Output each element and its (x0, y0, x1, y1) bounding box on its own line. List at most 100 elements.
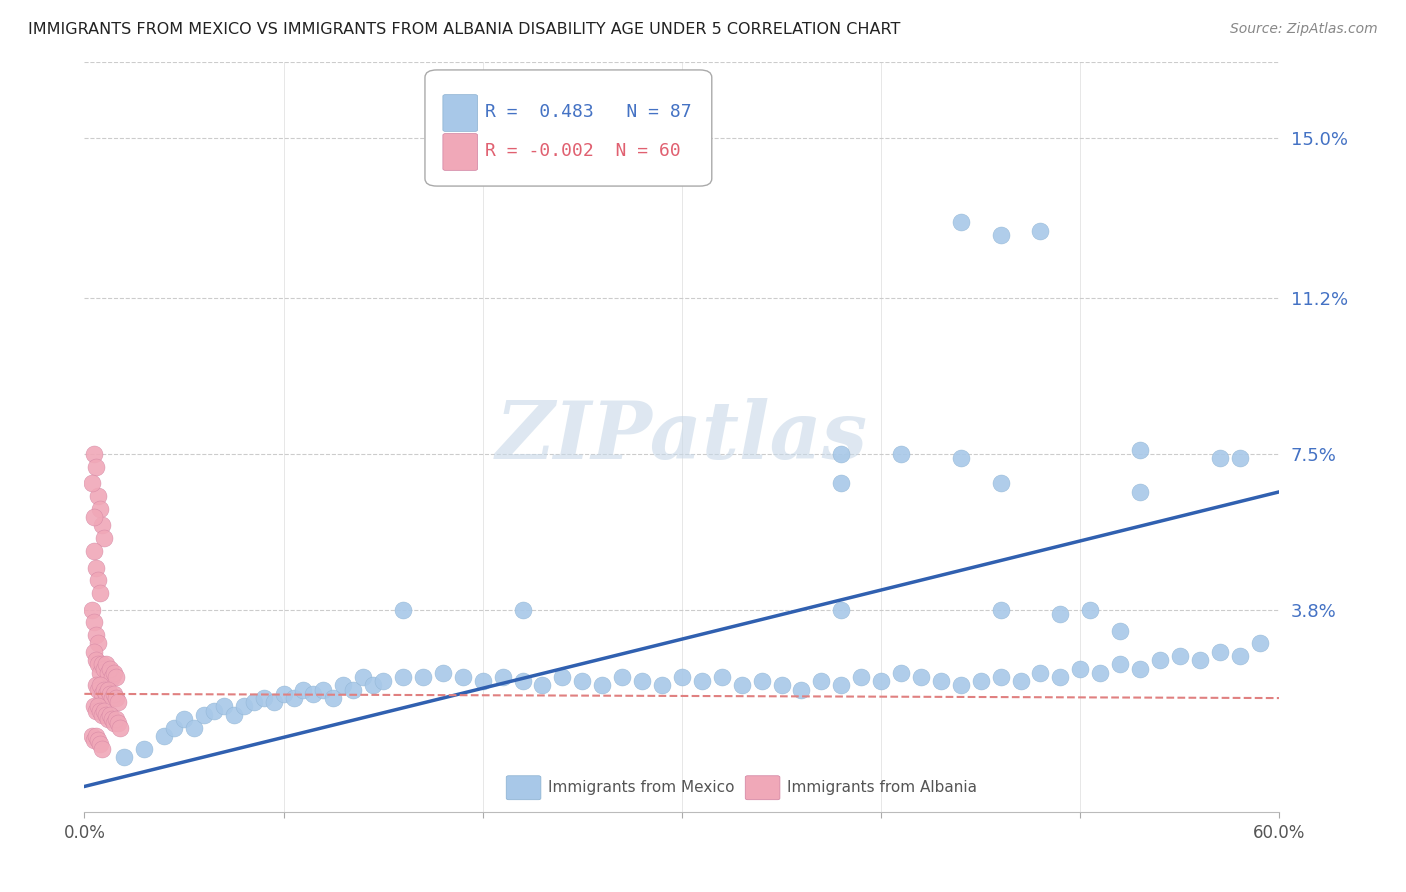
Point (361, 678, 384, 692)
Point (86, 704, 108, 718)
Point (87, 489, 110, 503)
Point (83, 733, 105, 747)
Point (93, 662, 115, 676)
Point (91, 657, 114, 672)
Point (312, 682, 335, 697)
Point (492, 670, 515, 684)
Point (232, 699, 254, 714)
Point (302, 687, 325, 701)
Point (292, 682, 315, 697)
Point (87, 573, 110, 587)
FancyBboxPatch shape (745, 776, 780, 800)
Point (93, 704, 115, 718)
Point (153, 729, 176, 743)
Point (790, 682, 813, 697)
Point (890, 447, 912, 461)
Point (89, 586, 111, 600)
Point (105, 670, 128, 684)
Point (1249, 636, 1271, 650)
Point (97, 682, 120, 697)
Point (731, 678, 754, 692)
Point (651, 678, 673, 692)
Point (96, 687, 118, 701)
Point (83, 615, 105, 630)
Point (103, 687, 125, 701)
Point (87, 682, 110, 697)
Point (990, 670, 1012, 684)
Point (1149, 653, 1171, 667)
Point (87, 636, 110, 650)
Point (101, 712, 124, 726)
Point (193, 707, 215, 722)
Point (91, 518, 114, 533)
Point (412, 670, 434, 684)
Point (890, 665, 912, 680)
Point (810, 674, 832, 689)
Point (1109, 657, 1132, 672)
Point (352, 670, 374, 684)
Point (830, 678, 852, 692)
Point (392, 602, 415, 616)
Point (107, 716, 129, 731)
Point (97, 665, 120, 680)
Point (929, 674, 952, 689)
Point (97, 712, 120, 726)
Point (432, 665, 454, 680)
Point (83, 510, 105, 524)
Point (83, 447, 105, 461)
Point (91, 687, 114, 701)
Point (1029, 224, 1052, 238)
Point (86, 653, 108, 667)
Point (107, 695, 129, 709)
Text: R = -0.002  N = 60: R = -0.002 N = 60 (485, 142, 681, 160)
Point (101, 670, 124, 684)
Point (86, 459, 108, 474)
Point (98, 662, 121, 676)
Point (322, 691, 344, 706)
Point (242, 695, 264, 709)
Point (471, 674, 494, 689)
Point (1229, 451, 1251, 466)
Point (91, 707, 114, 722)
Point (591, 678, 613, 692)
Point (98, 687, 121, 701)
Point (1209, 645, 1232, 659)
Point (332, 678, 354, 692)
FancyBboxPatch shape (443, 95, 478, 131)
Point (273, 687, 295, 701)
Point (851, 670, 873, 684)
Point (671, 670, 693, 684)
Point (1029, 665, 1052, 680)
Point (690, 674, 713, 689)
Point (89, 704, 111, 718)
Point (86, 560, 108, 574)
Point (89, 678, 111, 692)
Point (89, 737, 111, 751)
Text: IMMIGRANTS FROM MEXICO VS IMMIGRANTS FROM ALBANIA DISABILITY AGE UNDER 5 CORRELA: IMMIGRANTS FROM MEXICO VS IMMIGRANTS FRO… (28, 22, 900, 37)
Point (373, 674, 395, 689)
Point (1168, 648, 1191, 663)
Point (89, 665, 111, 680)
Point (830, 447, 852, 461)
Point (830, 602, 852, 616)
Point (1010, 674, 1032, 689)
Point (173, 712, 195, 726)
Text: Source: ZipAtlas.com: Source: ZipAtlas.com (1230, 22, 1378, 37)
Point (1188, 653, 1211, 667)
Point (87, 699, 110, 714)
Text: Immigrants from Albania: Immigrants from Albania (787, 780, 977, 796)
Point (949, 678, 972, 692)
Point (631, 674, 654, 689)
Point (163, 721, 186, 735)
Point (83, 699, 105, 714)
Point (949, 451, 972, 466)
Point (342, 682, 364, 697)
Point (1069, 662, 1091, 676)
Point (105, 691, 128, 706)
Point (1209, 451, 1232, 466)
Text: Immigrants from Mexico: Immigrants from Mexico (548, 780, 734, 796)
Point (83, 543, 105, 558)
Point (263, 695, 285, 709)
Point (1049, 670, 1071, 684)
Point (212, 699, 235, 714)
